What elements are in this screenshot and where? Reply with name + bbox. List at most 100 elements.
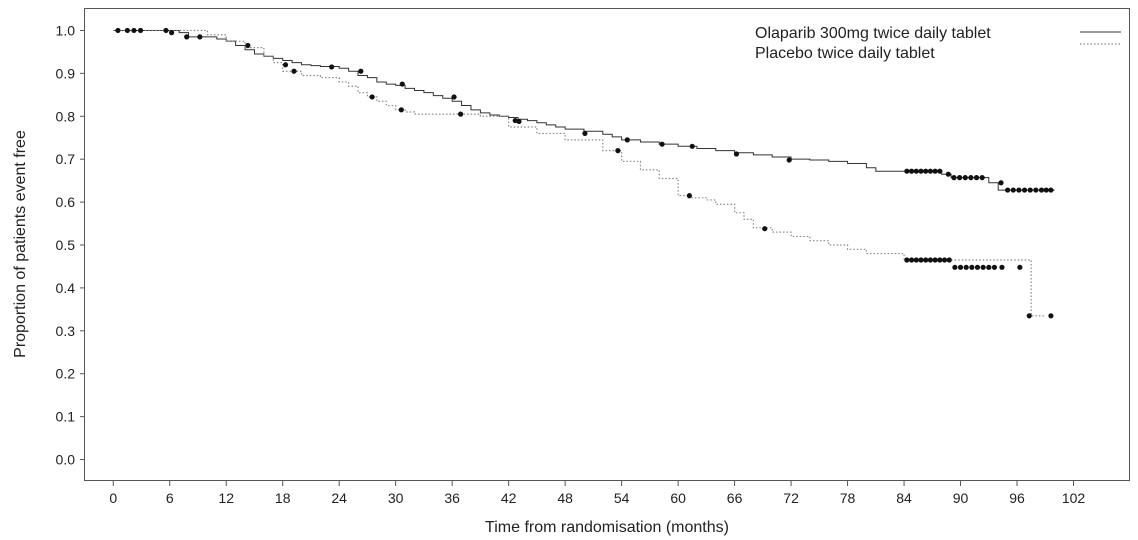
series-lines (113, 29, 1055, 317)
olaparib-censor-mark (918, 168, 924, 174)
x-tick-label: 12 (218, 490, 234, 506)
olaparib-censor-mark (358, 68, 364, 74)
olaparib-censor-mark (137, 27, 144, 34)
olaparib-step-line (113, 29, 1055, 191)
y-tick-label: 0.0 (56, 452, 76, 468)
y-tick-label: 0.4 (56, 280, 76, 296)
x-tick-label: 54 (614, 490, 630, 506)
placebo-censor-mark (932, 257, 938, 263)
x-tick-label: 96 (1009, 490, 1025, 506)
x-tick-label: 0 (109, 490, 117, 506)
olaparib-censor-mark (451, 94, 457, 100)
olaparib-censor-mark (582, 130, 588, 137)
placebo-censor-mark (686, 193, 693, 199)
censor-marks (115, 27, 1054, 319)
y-tick-label: 0.5 (56, 237, 76, 253)
olaparib-censor-mark (1010, 187, 1016, 193)
olaparib-censor-mark (908, 168, 915, 174)
olaparib-censor-mark (399, 81, 405, 87)
x-axis-ticks: 0 6 12 18 24 30 36 42 48 54 60 66 72 78 84 90 96 102 (109, 481, 1085, 506)
placebo-censor-mark (908, 257, 915, 263)
plot-frame (84, 8, 1130, 481)
olaparib-censor-mark (1027, 187, 1033, 193)
placebo-censor-mark (512, 117, 518, 124)
olaparib-censor-mark (1033, 187, 1039, 193)
olaparib-censor-mark (245, 42, 251, 49)
olaparib-censor-mark (786, 157, 792, 163)
placebo-censor-mark (927, 257, 934, 263)
olaparib-censor-mark (913, 168, 919, 174)
placebo-censor-mark (991, 264, 998, 270)
olaparib-censor-mark (932, 168, 938, 174)
olaparib-censor-mark (904, 168, 910, 174)
placebo-censor-mark (458, 111, 464, 117)
placebo-step-line (113, 29, 1046, 317)
placebo-censor-mark (986, 264, 992, 270)
x-tick-label: 66 (727, 490, 743, 506)
y-axis-ticks: 0.0 0.1 0.2 0.3 0.4 0.5 0.6 0.7 0.8 0.9 1.0 (56, 22, 85, 468)
y-tick-label: 1.0 (56, 22, 76, 38)
olaparib-censor-mark (124, 27, 130, 34)
x-tick-label: 48 (557, 490, 573, 506)
placebo-censor-mark (946, 257, 952, 263)
olaparib-censor-mark (968, 175, 974, 181)
olaparib-censor-mark (923, 168, 929, 174)
olaparib-censor-mark (131, 27, 137, 34)
placebo-censor-mark (398, 107, 404, 113)
legend-label-placebo: Placebo twice daily tablet (755, 45, 935, 62)
olaparib-censor-mark (1048, 187, 1054, 193)
x-tick-label: 30 (388, 490, 404, 506)
olaparib-censor-mark (1005, 187, 1011, 193)
olaparib-censor-mark (1038, 187, 1045, 193)
placebo-censor-mark (918, 257, 924, 263)
placebo-censor-mark (913, 257, 919, 263)
olaparib-censor-mark (169, 29, 175, 36)
olaparib-censor-mark (973, 175, 980, 181)
placebo-censor-mark (937, 257, 943, 263)
y-tick-label: 0.1 (56, 409, 76, 425)
x-tick-label: 42 (501, 490, 517, 506)
placebo-censor-mark (980, 264, 986, 270)
olaparib-censor-mark (962, 175, 968, 181)
placebo-censor-mark (957, 264, 964, 270)
placebo-censor-mark (1048, 313, 1054, 319)
olaparib-censor-mark (1043, 187, 1049, 193)
olaparib-censor-mark (945, 171, 951, 177)
placebo-censor-mark (369, 94, 375, 100)
placebo-censor-mark (615, 148, 621, 154)
olaparib-censor-mark (733, 151, 740, 157)
y-tick-label: 0.7 (56, 151, 76, 167)
x-tick-label: 102 (1062, 490, 1086, 506)
placebo-censor-mark (952, 264, 958, 270)
placebo-censor-mark (999, 264, 1005, 270)
placebo-censor-mark (969, 264, 975, 270)
olaparib-censor-mark (184, 34, 190, 40)
olaparib-censor-mark (1016, 187, 1022, 193)
placebo-censor-mark (291, 68, 297, 74)
placebo-censor-mark (762, 226, 768, 232)
placebo-censor-mark (1026, 313, 1032, 319)
placebo-censor-mark (1017, 264, 1023, 270)
olaparib-censor-mark (115, 27, 121, 34)
olaparib-censor-mark (1021, 187, 1028, 193)
olaparib-censor-mark (979, 175, 985, 181)
y-tick-label: 0.6 (56, 194, 76, 210)
x-tick-label: 18 (275, 490, 291, 506)
olaparib-censor-mark (937, 168, 943, 174)
y-tick-label: 0.8 (56, 108, 76, 124)
x-tick-label: 72 (783, 490, 799, 506)
olaparib-censor-mark (927, 168, 934, 174)
y-axis-title: Proportion of patients event free (12, 130, 29, 358)
placebo-censor-mark (282, 62, 289, 68)
placebo-censor-mark (941, 257, 948, 263)
legend: Olaparib 300mg twice daily tablet Placeb… (755, 25, 1121, 62)
olaparib-censor-mark (197, 34, 203, 40)
x-tick-label: 60 (670, 490, 686, 506)
olaparib-censor-mark (163, 27, 169, 34)
x-tick-label: 90 (953, 490, 969, 506)
olaparib-censor-mark (951, 175, 957, 181)
olaparib-censor-mark (689, 143, 695, 149)
olaparib-censor-mark (329, 64, 335, 70)
